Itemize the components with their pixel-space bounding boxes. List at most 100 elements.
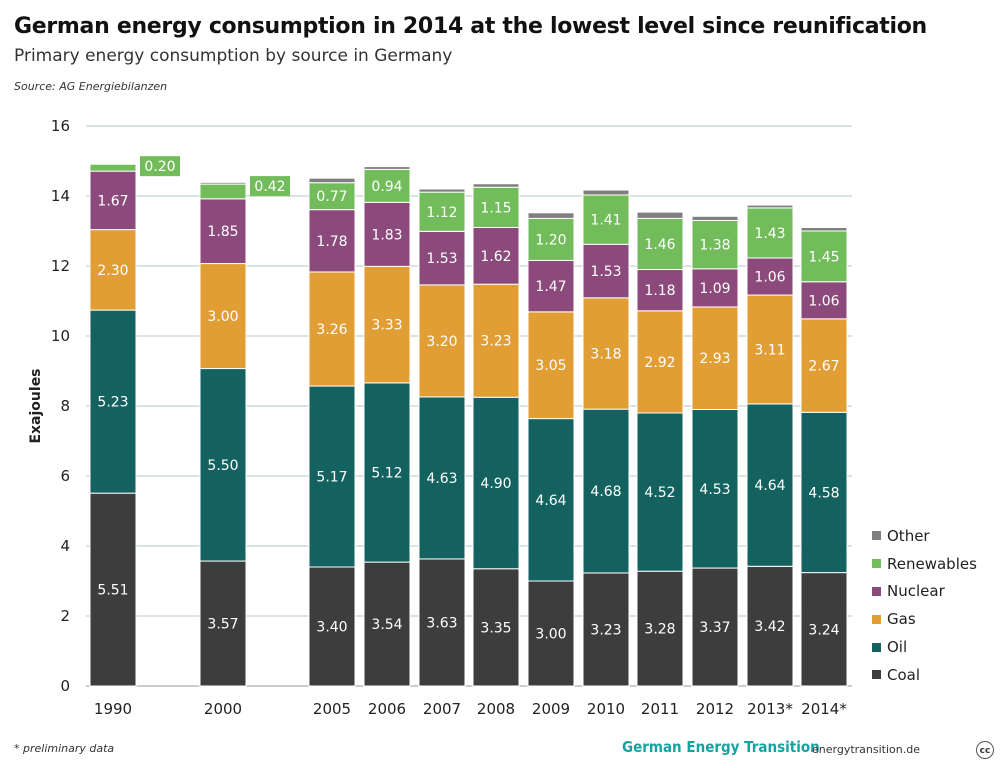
x-tick-label: 2009	[532, 700, 570, 718]
bar-segment	[308, 385, 356, 568]
bar-segment	[746, 565, 794, 687]
data-label: 1.46	[644, 237, 675, 253]
bar-segment	[363, 382, 411, 563]
legend-item: Gas	[872, 605, 977, 633]
data-label: 3.63	[426, 615, 457, 631]
bar-segment	[582, 189, 630, 196]
data-label: 3.00	[535, 627, 566, 643]
bar-segment	[199, 198, 247, 265]
data-label: 3.24	[808, 622, 839, 638]
y-tick-label: 4	[60, 537, 70, 555]
data-label: 4.90	[480, 476, 511, 492]
bar-segment	[199, 368, 247, 562]
legend-item: Renewables	[872, 550, 977, 578]
data-label-box	[250, 176, 290, 197]
data-label: 1.78	[316, 234, 347, 250]
data-label: 4.68	[590, 484, 621, 500]
y-tick-label: 6	[60, 467, 70, 485]
creative-commons-icon: cc	[976, 741, 994, 759]
bar-segment	[527, 217, 575, 261]
bar-segment	[527, 259, 575, 313]
x-tick-label: 2014*	[801, 700, 847, 718]
data-label: 1.45	[808, 249, 839, 265]
bar-segment	[472, 568, 520, 687]
data-label: 2.92	[644, 355, 675, 371]
data-label: 1.47	[535, 279, 566, 295]
bar-segment	[800, 230, 848, 283]
bar-segment	[472, 227, 520, 285]
data-label: 5.17	[316, 470, 347, 486]
legend-label: Gas	[887, 610, 916, 629]
data-label: 1.09	[699, 281, 730, 297]
data-label: 3.40	[316, 620, 347, 636]
data-label: 3.35	[480, 620, 511, 636]
bar-segment	[746, 204, 794, 209]
chart-legend: Other Renewables Nuclear Gas Oil Coal	[872, 522, 977, 689]
bar-segment	[527, 580, 575, 687]
bar-segment	[418, 191, 466, 232]
data-label: 1.18	[644, 283, 675, 299]
legend-item: Oil	[872, 633, 977, 661]
x-tick-label: 2013*	[747, 700, 793, 718]
site-url: energytransition.de	[812, 743, 920, 756]
data-label: 1.85	[207, 224, 238, 240]
bar-segment	[746, 403, 794, 567]
data-label: 1.62	[480, 249, 511, 265]
y-tick-label: 12	[51, 257, 70, 275]
data-label: 1.53	[426, 251, 457, 267]
data-label: 3.37	[699, 620, 730, 636]
bar-segment	[582, 243, 630, 299]
bar-segment	[418, 188, 466, 193]
bar-segment	[89, 162, 137, 165]
data-label: 1.06	[754, 270, 785, 286]
data-label: 1.53	[590, 264, 621, 280]
data-label: 1.43	[754, 226, 785, 242]
data-label: 1.38	[699, 238, 730, 254]
bar-segment	[308, 566, 356, 687]
data-label: 3.28	[644, 622, 675, 638]
data-label: 4.52	[644, 485, 675, 501]
footnote: * preliminary data	[14, 742, 115, 755]
data-label: 3.18	[590, 347, 621, 363]
bar-segment	[472, 183, 520, 188]
bar-segment	[691, 220, 739, 270]
bar-segment	[800, 411, 848, 574]
bar-segment	[527, 418, 575, 582]
x-tick-label: 2008	[477, 700, 515, 718]
x-tick-label: 1990	[94, 700, 132, 718]
legend-label: Coal	[887, 665, 921, 684]
bar-segment	[89, 229, 137, 311]
data-label: 1.15	[480, 200, 511, 216]
bar-segment	[691, 306, 739, 411]
data-label: 3.00	[207, 309, 238, 325]
data-label: 5.50	[207, 458, 238, 474]
data-label: 3.11	[754, 342, 785, 358]
legend-label: Other	[887, 526, 930, 545]
y-tick-label: 16	[51, 117, 70, 135]
bar-segment	[199, 560, 247, 687]
y-tick-label: 8	[60, 397, 70, 415]
bar-segment	[800, 281, 848, 320]
bar-segment	[527, 311, 575, 420]
data-label: 4.63	[426, 471, 457, 487]
bar-segment	[199, 183, 247, 200]
data-label: 3.26	[316, 322, 347, 338]
data-label: 1.20	[535, 232, 566, 248]
data-label: 1.83	[371, 227, 402, 243]
y-tick-label: 0	[60, 677, 70, 695]
bar-segment	[636, 269, 684, 312]
data-label: 4.53	[699, 482, 730, 498]
y-tick-label: 2	[60, 607, 70, 625]
y-tick-label: 10	[51, 327, 70, 345]
data-label: 1.12	[426, 205, 457, 221]
data-label: 3.42	[754, 619, 785, 635]
bar-segment	[89, 163, 137, 172]
data-label: 0.42	[254, 179, 285, 195]
legend-label: Renewables	[887, 554, 977, 573]
legend-swatch	[872, 642, 881, 652]
legend-item: Coal	[872, 661, 977, 689]
data-label: 3.54	[371, 617, 402, 633]
data-label: 0.94	[371, 179, 402, 195]
bar-segment	[800, 227, 848, 232]
